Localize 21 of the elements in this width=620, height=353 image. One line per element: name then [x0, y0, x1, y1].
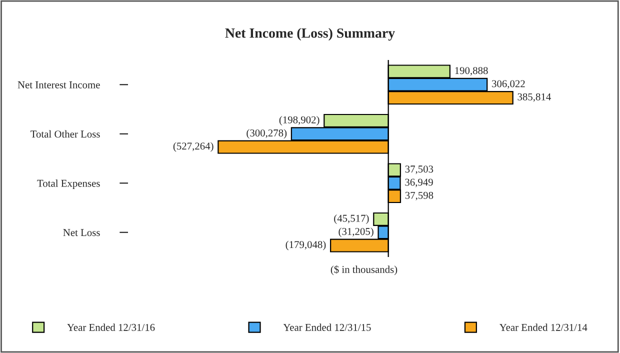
y-tick-label: Net Loss	[63, 229, 100, 236]
data-label: 37,598	[405, 192, 434, 200]
data-label: 385,814	[518, 93, 551, 102]
data-label: 306,022	[492, 80, 525, 89]
data-label: 190,888	[455, 67, 488, 76]
data-label: (300,278)	[246, 129, 287, 139]
legend-label: Year Ended 12/31/16	[67, 324, 155, 331]
data-label: (179,048)	[286, 240, 326, 250]
x-axis-title: ($ in thousands)	[330, 265, 398, 276]
chart-title: Net Income (Loss) Summary	[225, 28, 395, 41]
data-label: 37,503	[405, 166, 434, 174]
legend-label: Year Ended 12/31/14	[499, 324, 588, 331]
data-label: (527,264)	[173, 142, 214, 152]
data-label: (198,902)	[279, 116, 320, 126]
y-tick-label: Total Expenses	[37, 180, 100, 189]
data-label: 36,949	[405, 178, 433, 188]
data-label: (31,205)	[338, 228, 374, 238]
data-label: (45,517)	[334, 214, 369, 224]
legend-label: Year Ended 12/31/15	[283, 324, 371, 331]
y-tick-label: Net Interest Income	[18, 81, 100, 88]
y-tick-label: Total Other Loss	[30, 130, 100, 138]
